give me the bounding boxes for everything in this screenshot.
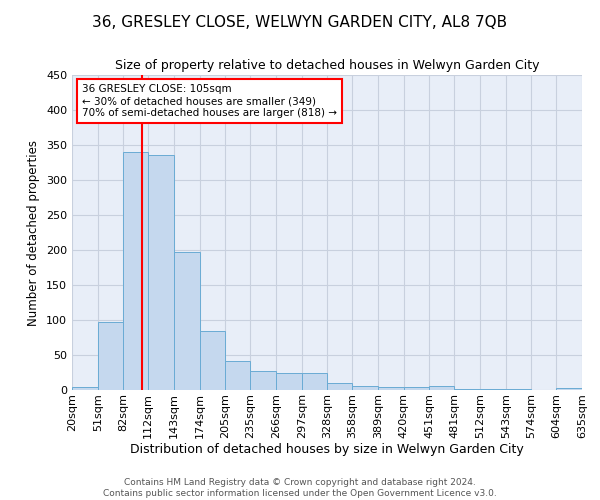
Bar: [98, 322, 124, 390]
Bar: [124, 152, 148, 390]
Bar: [328, 383, 352, 390]
Bar: [148, 155, 174, 390]
Bar: [174, 252, 200, 390]
Text: Contains HM Land Registry data © Crown copyright and database right 2024.
Contai: Contains HM Land Registry data © Crown c…: [103, 478, 497, 498]
Text: 36 GRESLEY CLOSE: 105sqm
← 30% of detached houses are smaller (349)
70% of semi-: 36 GRESLEY CLOSE: 105sqm ← 30% of detach…: [82, 84, 337, 117]
Bar: [556, 388, 582, 390]
Y-axis label: Number of detached properties: Number of detached properties: [28, 140, 40, 326]
Bar: [404, 387, 430, 390]
Bar: [378, 387, 404, 390]
Bar: [250, 371, 276, 390]
X-axis label: Distribution of detached houses by size in Welwyn Garden City: Distribution of detached houses by size …: [130, 444, 524, 456]
Bar: [430, 386, 454, 390]
Bar: [200, 330, 226, 390]
Text: 36, GRESLEY CLOSE, WELWYN GARDEN CITY, AL8 7QB: 36, GRESLEY CLOSE, WELWYN GARDEN CITY, A…: [92, 15, 508, 30]
Bar: [72, 386, 98, 390]
Bar: [352, 386, 378, 390]
Title: Size of property relative to detached houses in Welwyn Garden City: Size of property relative to detached ho…: [115, 60, 539, 72]
Bar: [302, 373, 328, 390]
Bar: [276, 372, 302, 390]
Bar: [226, 360, 250, 390]
